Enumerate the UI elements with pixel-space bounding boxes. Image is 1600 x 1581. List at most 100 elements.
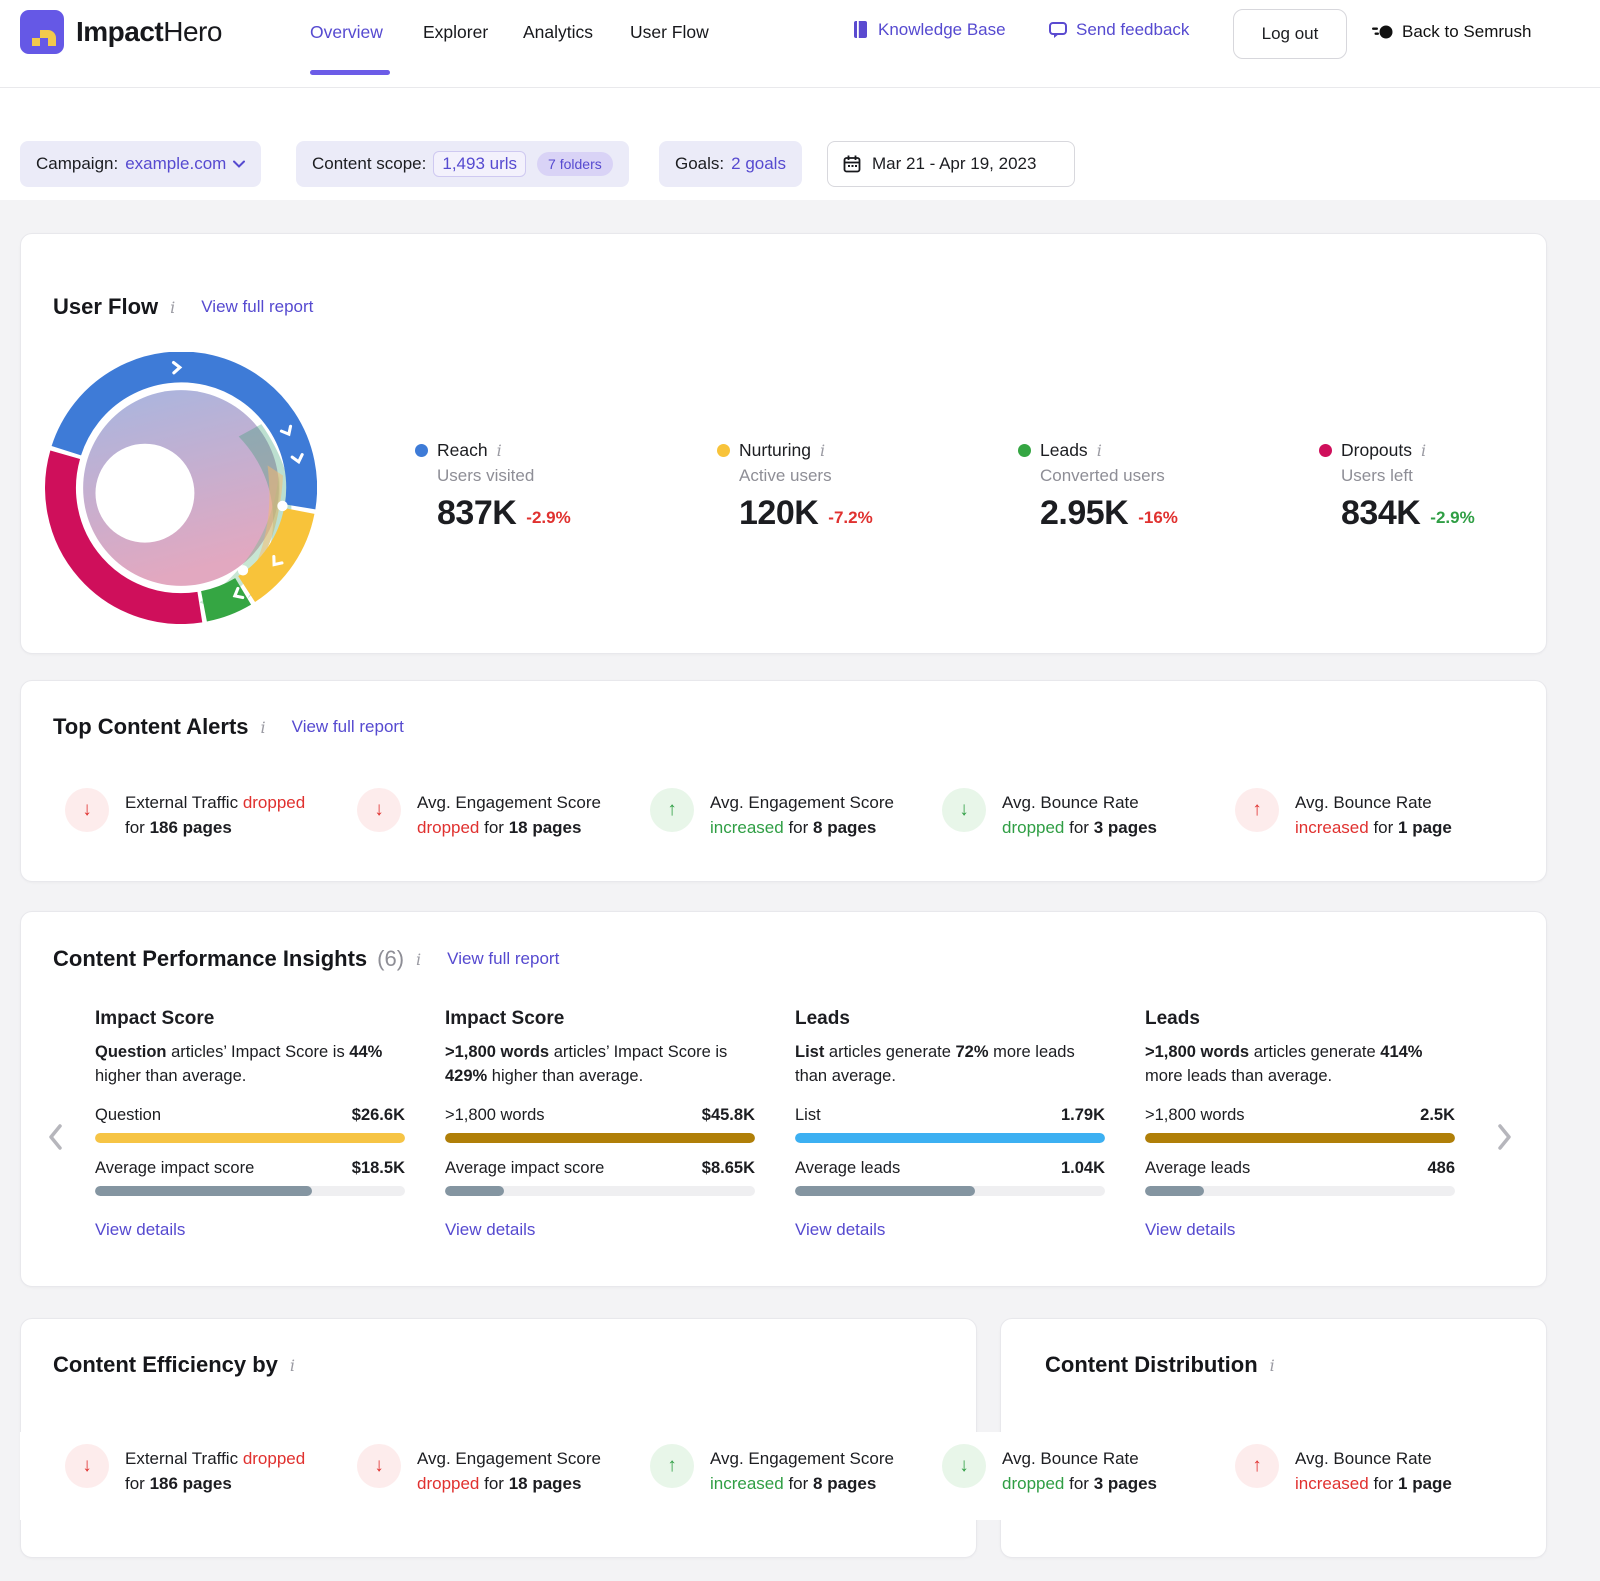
- carousel-prev-icon[interactable]: [48, 1124, 62, 1150]
- bar-track: [95, 1133, 405, 1143]
- metric-dropouts: Dropouts i Users left 834K -2.9%: [1319, 440, 1600, 532]
- arrow-down-icon: ↓: [357, 788, 401, 832]
- info-icon[interactable]: i: [170, 297, 176, 317]
- metric-label: Nurturing: [739, 440, 811, 460]
- view-details-link[interactable]: View details: [795, 1220, 886, 1239]
- insights-title: Content Performance Insights: [53, 946, 368, 971]
- reach-dot: [415, 444, 428, 457]
- alert-bounce-increased[interactable]: ↑ Avg. Bounce Rate increased for 1 page: [1235, 1444, 1515, 1496]
- bar-value: 1.04K: [1060, 1159, 1105, 1177]
- metric-value: 837K: [437, 494, 517, 532]
- campaign-value: example.com: [125, 154, 227, 173]
- tab-user-flow[interactable]: User Flow: [630, 22, 709, 42]
- alert-bounce-dropped[interactable]: ↓ Avg. Bounce Rate dropped for 3 pages: [942, 788, 1222, 840]
- ring-dropouts-segment[interactable]: [45, 450, 203, 624]
- bar-label: Average leads: [1145, 1159, 1251, 1177]
- ring-nurturing-segment[interactable]: [237, 507, 315, 603]
- alerts-view-full-report-link[interactable]: View full report: [291, 717, 404, 736]
- content-distribution-header: Content Distribution i: [1045, 1352, 1275, 1378]
- bar-value: $45.8K: [701, 1106, 755, 1124]
- carousel-next-icon[interactable]: [1498, 1124, 1512, 1150]
- send-feedback-link[interactable]: Send feedback: [1048, 20, 1189, 40]
- bar-fill: [95, 1186, 312, 1196]
- arrow-up-icon: ↑: [650, 788, 694, 832]
- arrow-up-icon: ↑: [1235, 1444, 1279, 1488]
- ring-leads-segment[interactable]: [200, 577, 252, 622]
- bar-track: [445, 1133, 755, 1143]
- bar-label: >1,800 words: [1145, 1106, 1245, 1124]
- content-scope-urls[interactable]: 1,493 urls: [433, 151, 527, 177]
- view-details-link[interactable]: View details: [445, 1220, 536, 1239]
- bar-fill: [445, 1133, 755, 1143]
- insight-card-impact-score-words: Impact Score >1,800 words articles’ Impa…: [445, 1008, 755, 1240]
- user-flow-diagram[interactable]: [45, 352, 317, 624]
- arrow-up-icon: ↑: [650, 1444, 694, 1488]
- campaign-selector[interactable]: Campaign: example.com: [20, 141, 262, 187]
- metric-subtitle: Converted users: [1040, 466, 1165, 485]
- alert-bounce-increased[interactable]: ↑ Avg. Bounce Rate increased for 1 page: [1235, 788, 1515, 840]
- bar-track: [445, 1186, 755, 1196]
- flow-direction-chevrons: [171, 360, 304, 600]
- metric-value: 120K: [739, 494, 819, 532]
- metric-change: -2.9%: [1430, 508, 1475, 527]
- book-icon: [854, 21, 867, 38]
- metric-change: -7.2%: [828, 508, 873, 527]
- insights-view-full-report-link[interactable]: View full report: [447, 949, 560, 968]
- flow-ribbon-teal: [199, 473, 280, 608]
- date-range-picker[interactable]: Mar 21 - Apr 19, 2023: [827, 141, 1075, 187]
- bar-fill: [445, 1186, 504, 1196]
- active-tab-underline: [310, 70, 390, 75]
- alert-engagement-increased[interactable]: ↑ Avg. Engagement Score increased for 8 …: [650, 1444, 930, 1496]
- arrow-down-icon: ↓: [357, 1444, 401, 1488]
- knowledge-base-label: Knowledge Base: [878, 20, 1006, 39]
- arrow-down-icon: ↓: [942, 788, 986, 832]
- alert-external-traffic-dropped[interactable]: ↓ External Traffic dropped for 186 pages: [65, 1444, 345, 1496]
- alert-engagement-increased[interactable]: ↑ Avg. Engagement Score increased for 8 …: [650, 788, 930, 840]
- bar-fill: [95, 1133, 405, 1143]
- bar-value: 486: [1427, 1159, 1455, 1177]
- insight-card-leads-words: Leads >1,800 words articles generate 414…: [1145, 1008, 1455, 1240]
- log-out-button[interactable]: Log out: [1233, 9, 1347, 59]
- content-scope-folders-badge[interactable]: 7 folders: [537, 152, 613, 176]
- view-details-link[interactable]: View details: [1145, 1220, 1236, 1239]
- alert-engagement-dropped[interactable]: ↓ Avg. Engagement Score dropped for 18 p…: [357, 1444, 637, 1496]
- alert-bounce-dropped[interactable]: ↓ Avg. Bounce Rate dropped for 3 pages: [942, 1444, 1222, 1496]
- goals-selector[interactable]: Goals: 2 goals: [659, 141, 802, 187]
- info-icon[interactable]: i: [289, 1355, 296, 1375]
- info-icon[interactable]: i: [416, 949, 422, 969]
- chevron-down-icon: [233, 160, 246, 168]
- content-scope-selector[interactable]: Content scope: 1,493 urls 7 folders: [296, 141, 629, 187]
- knowledge-base-link[interactable]: Knowledge Base: [852, 20, 1006, 40]
- bar-label: Average impact score: [445, 1159, 605, 1177]
- app-logo[interactable]: ImpactHero: [20, 10, 222, 54]
- metric-value: 2.95K: [1040, 494, 1129, 532]
- bar-label: >1,800 words: [445, 1106, 545, 1124]
- back-to-semrush-link[interactable]: Back to Semrush: [1372, 22, 1531, 42]
- metric-subtitle: Active users: [739, 466, 832, 485]
- tab-overview[interactable]: Overview: [310, 22, 383, 42]
- info-icon[interactable]: i: [260, 717, 266, 737]
- header-divider: [0, 87, 1600, 88]
- insights-header: Content Performance Insights (6) i View …: [53, 946, 559, 972]
- goals-label: Goals:: [675, 154, 725, 173]
- info-icon[interactable]: i: [1421, 441, 1427, 460]
- user-flow-view-full-report-link[interactable]: View full report: [201, 297, 314, 316]
- alerts-header: Top Content Alerts i View full report: [53, 714, 404, 740]
- alert-external-traffic-dropped[interactable]: ↓ External Traffic dropped for 186 pages: [65, 788, 345, 840]
- info-icon[interactable]: i: [819, 441, 826, 460]
- tab-explorer[interactable]: Explorer: [423, 22, 489, 42]
- tab-analytics[interactable]: Analytics: [523, 22, 594, 42]
- bar-value: 1.79K: [1060, 1106, 1105, 1124]
- info-icon[interactable]: i: [1096, 441, 1102, 460]
- metric-nurturing: Nurturing i Active users 120K -7.2%: [717, 440, 1007, 532]
- calendar-icon: [843, 155, 861, 173]
- info-icon[interactable]: i: [496, 441, 502, 460]
- arrow-up-icon: ↑: [1235, 788, 1279, 832]
- app-title: ImpactHero: [76, 16, 222, 47]
- view-details-link[interactable]: View details: [95, 1220, 186, 1239]
- insight-description: List articles generate 72% more leads th…: [795, 1043, 1075, 1085]
- bar-value: $8.65K: [701, 1159, 755, 1177]
- ring-reach-segment[interactable]: [51, 352, 317, 510]
- alert-engagement-dropped[interactable]: ↓ Avg. Engagement Score dropped for 18 p…: [357, 788, 637, 840]
- info-icon[interactable]: i: [1269, 1355, 1275, 1375]
